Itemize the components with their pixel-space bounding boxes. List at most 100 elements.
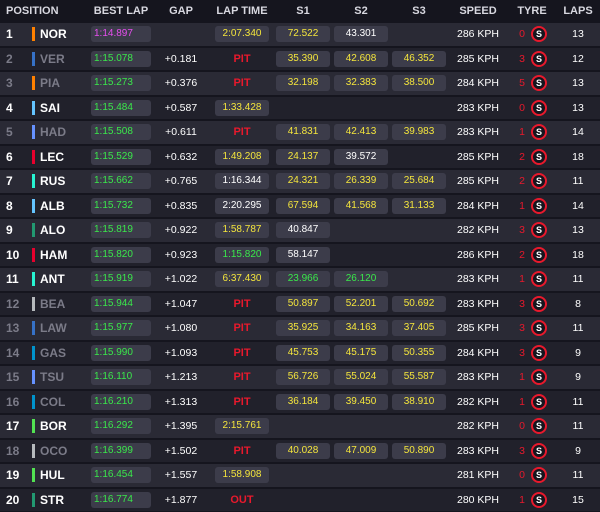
speed-value: 285 KPH — [457, 53, 499, 65]
lap-time-cell: PIT — [210, 439, 274, 464]
driver-cell[interactable]: ANT — [32, 267, 90, 292]
header-laps[interactable]: LAPS — [556, 0, 600, 22]
driver-cell[interactable]: BOR — [32, 414, 90, 439]
driver-cell[interactable]: PIA — [32, 71, 90, 96]
driver-cell[interactable]: HAD — [32, 120, 90, 145]
team-color-bar — [32, 199, 35, 213]
driver-cell[interactable]: NOR — [32, 22, 90, 47]
lap-time-cell: 1:16.344 — [210, 169, 274, 194]
lap-time-value: 2:20.295 — [215, 198, 269, 214]
driver-cell[interactable]: RUS — [32, 169, 90, 194]
driver-cell[interactable]: ALO — [32, 218, 90, 243]
driver-cell[interactable]: OCO — [32, 439, 90, 464]
speed-cell: 282 KPH — [448, 218, 508, 243]
driver-cell[interactable]: BEA — [32, 292, 90, 317]
soft-tyre-icon: S — [531, 296, 547, 312]
position-number: 1 — [6, 27, 13, 41]
sector2-cell: 26.120 — [332, 267, 390, 292]
laps-value: 13 — [572, 28, 584, 40]
driver-cell[interactable]: ALB — [32, 194, 90, 219]
sector1-cell: 58.147 — [274, 243, 332, 268]
lap-time-cell: PIT — [210, 316, 274, 341]
sector1-value: 40.847 — [276, 222, 330, 238]
header-s2[interactable]: S2 — [332, 0, 390, 22]
header-s1[interactable]: S1 — [274, 0, 332, 22]
driver-cell[interactable]: LAW — [32, 316, 90, 341]
header-position[interactable]: POSITION — [0, 0, 90, 22]
header-speed[interactable]: SPEED — [448, 0, 508, 22]
tyre-age: 3 — [517, 224, 525, 236]
best-lap-value: 1:15.732 — [91, 198, 151, 214]
lap-time-cell: PIT — [210, 71, 274, 96]
header-s3[interactable]: S3 — [390, 0, 448, 22]
position-cell: 3 — [0, 71, 32, 96]
speed-value: 286 KPH — [457, 249, 499, 261]
sector2-value: 52.201 — [334, 296, 388, 312]
soft-tyre-icon: S — [531, 467, 547, 483]
position-number: 17 — [6, 419, 19, 433]
speed-value: 283 KPH — [457, 273, 499, 285]
best-lap-cell: 1:15.732 — [90, 194, 152, 219]
position-cell: 11 — [0, 267, 32, 292]
header-best-lap[interactable]: BEST LAP — [90, 0, 152, 22]
driver-cell[interactable]: HAM — [32, 243, 90, 268]
position-cell: 15 — [0, 365, 32, 390]
driver-cell[interactable]: TSU — [32, 365, 90, 390]
driver-cell[interactable]: GAS — [32, 341, 90, 366]
laps-value: 9 — [575, 371, 581, 383]
position-cell: 13 — [0, 316, 32, 341]
sector1-cell — [274, 96, 332, 121]
team-color-bar — [32, 346, 35, 360]
best-lap-cell: 1:16.774 — [90, 488, 152, 512]
driver-code: ANT — [40, 272, 65, 286]
header-gap[interactable]: GAP — [152, 0, 210, 22]
driver-cell[interactable]: COL — [32, 390, 90, 415]
lap-time-value: 1:15.820 — [215, 247, 269, 263]
tyre-age: 1 — [517, 494, 525, 506]
driver-cell[interactable]: LEC — [32, 145, 90, 170]
sector3-cell — [390, 414, 448, 439]
driver-cell[interactable]: SAI — [32, 96, 90, 121]
team-color-bar — [32, 101, 35, 115]
gap-cell: +1.022 — [152, 267, 210, 292]
sector1-cell: 50.897 — [274, 292, 332, 317]
driver-cell[interactable]: HUL — [32, 463, 90, 488]
best-lap-cell: 1:15.078 — [90, 47, 152, 72]
driver-code: ALB — [40, 199, 65, 213]
gap-cell: +1.395 — [152, 414, 210, 439]
gap-value: +1.877 — [165, 494, 197, 506]
sector1-value: 36.184 — [276, 394, 330, 410]
lap-time-cell: PIT — [210, 292, 274, 317]
gap-cell: +1.557 — [152, 463, 210, 488]
header-tyre[interactable]: TYRE — [508, 0, 556, 22]
driver-cell[interactable]: STR — [32, 488, 90, 512]
driver-cell[interactable]: VER — [32, 47, 90, 72]
header-lap-time[interactable]: LAP TIME — [210, 0, 274, 22]
position-number: 19 — [6, 468, 19, 482]
sector2-cell: 47.009 — [332, 439, 390, 464]
laps-value: 9 — [575, 445, 581, 457]
sector2-cell — [332, 218, 390, 243]
